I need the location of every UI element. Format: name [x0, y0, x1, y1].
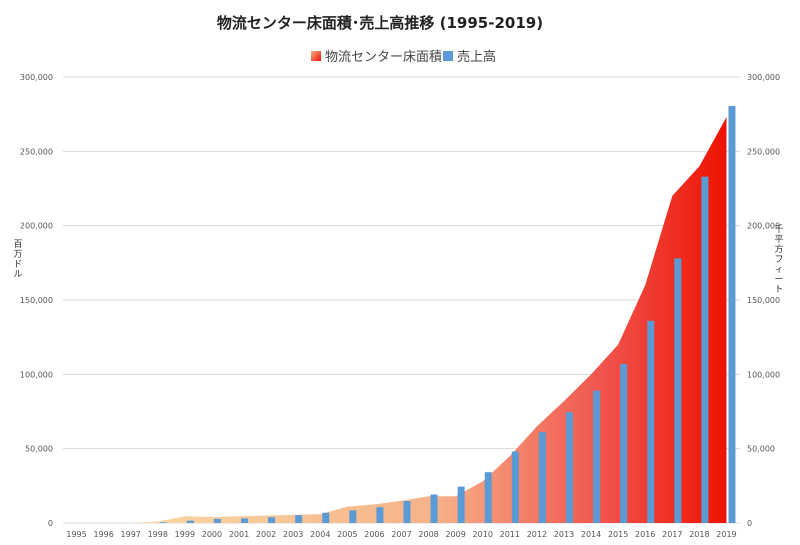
- bar-series: [159, 105, 736, 524]
- bar: [430, 494, 438, 523]
- right-tick-label: 100,000: [747, 370, 780, 379]
- x-tick-label: 2008: [418, 530, 438, 539]
- bar: [159, 522, 167, 523]
- bar: [213, 518, 221, 523]
- x-tick-label: 1997: [121, 530, 141, 539]
- legend-area-swatch: [311, 51, 321, 61]
- legend-bar-label: 売上高: [457, 49, 496, 65]
- x-tick-label: 2002: [256, 530, 276, 539]
- right-tick-label: 300,000: [747, 73, 780, 82]
- right-tick-label: 150,000: [747, 296, 780, 305]
- x-tick-label: 1996: [93, 530, 113, 539]
- x-tick-label: 2017: [662, 530, 682, 539]
- bar: [349, 510, 357, 523]
- chart-title: 物流センター床面積･売上高推移 (1995-2019): [217, 14, 543, 32]
- x-tick-label: 2012: [527, 530, 547, 539]
- bar: [728, 105, 736, 524]
- x-tick-label: 2001: [229, 530, 249, 539]
- x-tick-label: 2005: [337, 530, 357, 539]
- right-tick-label: 0: [747, 519, 752, 528]
- x-tick-label: 2019: [716, 530, 736, 539]
- bar: [403, 500, 411, 523]
- x-tick-label: 2015: [608, 530, 628, 539]
- left-tick-label: 250,000: [20, 147, 53, 156]
- area-series: [76, 117, 727, 523]
- left-tick-label: 300,000: [20, 73, 53, 82]
- bar: [241, 518, 249, 523]
- x-tick-label: 1995: [66, 530, 86, 539]
- area-fill: [76, 117, 727, 523]
- x-tick-label: 2016: [635, 530, 655, 539]
- right-axis-ticks: 0 50,000 100,000 150,000 200,000 250,000 300,0…: [747, 73, 780, 528]
- bar: [701, 176, 709, 523]
- x-tick-label: 2000: [202, 530, 222, 539]
- bar: [268, 517, 276, 523]
- bar: [538, 432, 546, 523]
- left-tick-label: 50,000: [25, 445, 53, 454]
- left-tick-label: 100,000: [20, 370, 53, 379]
- x-tick-label: 1998: [148, 530, 168, 539]
- bar: [186, 520, 194, 523]
- y-axis-right-title: 千平方フィート: [774, 224, 783, 295]
- x-tick-label: 2010: [473, 530, 493, 539]
- right-tick-label: 250,000: [747, 147, 780, 156]
- x-tick-label: 2014: [581, 530, 601, 539]
- left-tick-label: 150,000: [20, 296, 53, 305]
- bar: [457, 486, 465, 523]
- bar: [674, 258, 682, 523]
- left-tick-label: 200,000: [20, 222, 53, 231]
- bar: [593, 390, 601, 523]
- x-tick-label: 2013: [554, 530, 574, 539]
- legend: 物流センター床面積 売上高: [311, 49, 496, 65]
- right-tick-label: 200,000: [747, 222, 780, 231]
- x-tick-label: 2009: [445, 530, 465, 539]
- x-tick-label: 1999: [175, 530, 195, 539]
- y-axis-left-title: 百万ドル: [13, 239, 22, 280]
- x-tick-label: 2006: [364, 530, 384, 539]
- right-tick-label: 50,000: [747, 445, 775, 454]
- bar: [484, 472, 492, 523]
- x-tick-label: 2011: [500, 530, 520, 539]
- x-tick-label: 2007: [391, 530, 411, 539]
- gridlines: [63, 76, 740, 524]
- bar: [376, 507, 384, 523]
- left-tick-label: 0: [48, 519, 53, 528]
- legend-bar-swatch: [443, 51, 453, 61]
- x-tick-label: 2018: [689, 530, 709, 539]
- legend-area-label: 物流センター床面積: [325, 50, 442, 65]
- bar: [565, 412, 573, 523]
- bar: [511, 451, 519, 523]
- bar: [647, 320, 655, 523]
- x-tick-label: 2003: [283, 530, 303, 539]
- bar: [295, 515, 303, 523]
- x-tick-label: 2004: [310, 530, 330, 539]
- bar: [620, 363, 628, 523]
- x-axis-ticks: 1995 1996 1997 1998 1999 2000 2001 2002 2003 2004…: [66, 530, 736, 539]
- left-axis-ticks: 0 50,000 100,000 150,000 200,000 250,000 300,0…: [20, 73, 53, 528]
- bar: [322, 512, 330, 523]
